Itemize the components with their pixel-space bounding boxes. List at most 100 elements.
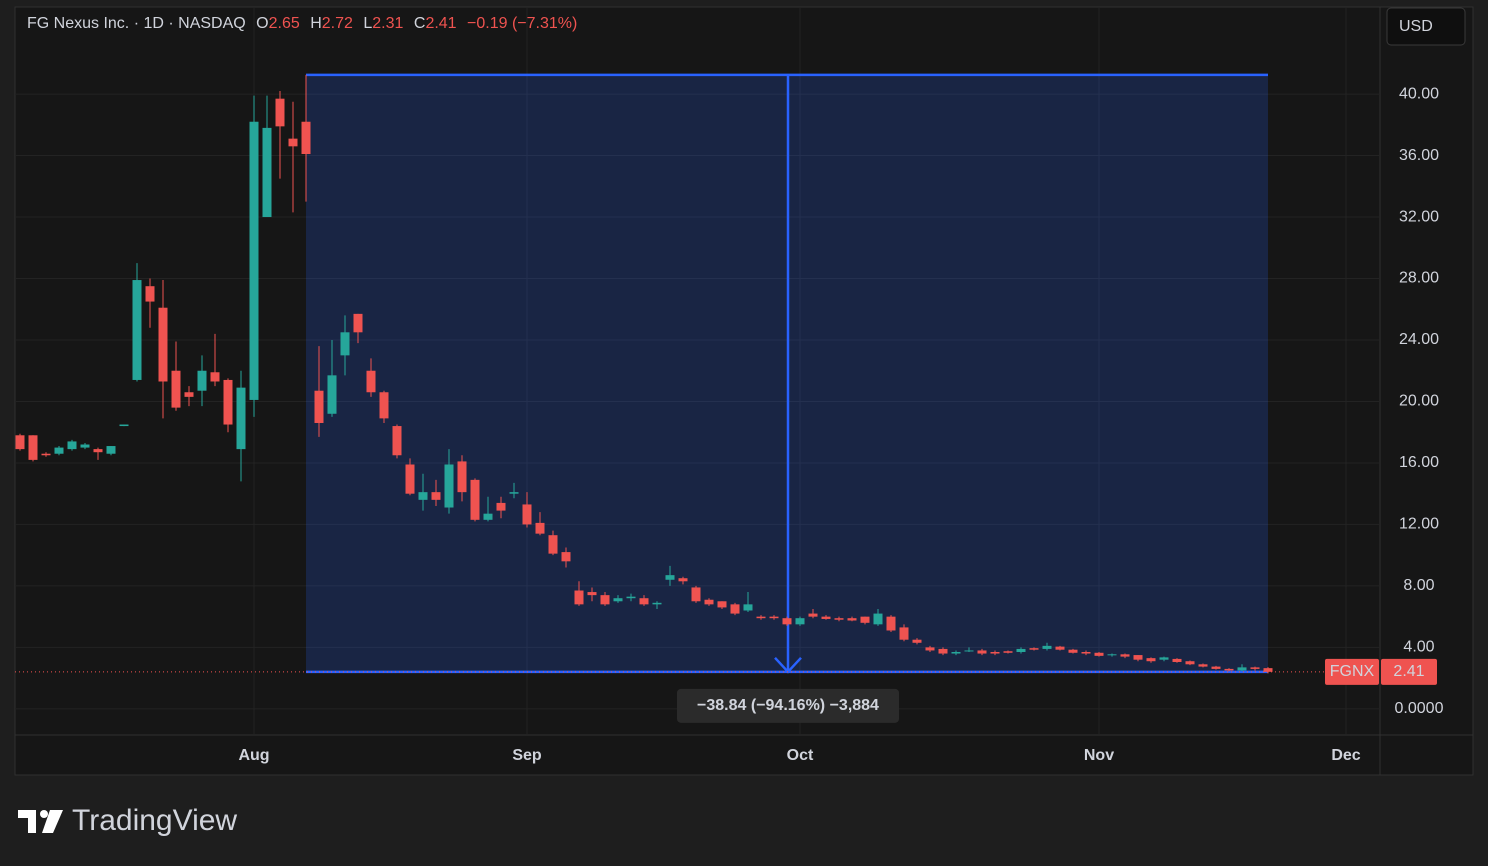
candle-body: [717, 601, 727, 608]
candle-body: [1042, 645, 1052, 649]
candle-body: [379, 392, 389, 419]
logo-shape: [42, 810, 63, 833]
candle-body: [925, 647, 935, 651]
y-tick-label: 12.00: [1399, 516, 1439, 533]
candle-body: [1094, 652, 1104, 656]
candle-body: [1159, 657, 1169, 660]
candle-body: [1198, 664, 1208, 667]
candle-body: [496, 502, 506, 511]
candle-body: [600, 595, 610, 605]
candle-body: [301, 121, 311, 155]
candle-body: [548, 535, 558, 554]
candle-body: [899, 627, 909, 640]
price-tag: [1381, 658, 1437, 685]
candle-body: [756, 616, 766, 619]
candle-body: [418, 492, 428, 500]
symbol-title: FG Nexus Inc. · 1D · NASDAQ: [27, 15, 246, 32]
candle-body: [834, 618, 844, 620]
y-tick-label: 28.00: [1399, 270, 1439, 287]
candle-body: [990, 652, 1000, 654]
currency-button[interactable]: [1386, 7, 1466, 46]
candle-body: [1185, 661, 1195, 665]
candle-body: [158, 307, 168, 382]
candle-body: [54, 447, 64, 454]
candle-body: [613, 598, 623, 602]
candle-body: [262, 127, 272, 218]
candle-body: [912, 639, 922, 643]
candle-body: [340, 332, 350, 356]
candle-body: [106, 446, 116, 454]
logo-shape: [40, 810, 48, 818]
candle-body: [795, 618, 805, 625]
candle-body: [704, 599, 714, 605]
candle-body: [639, 598, 649, 605]
candle-body: [119, 424, 129, 427]
candle-body: [860, 616, 870, 623]
candle-body: [1250, 667, 1260, 669]
price-label: 2.41: [1393, 663, 1424, 680]
candle-body: [509, 492, 519, 494]
candle-body: [184, 392, 194, 397]
candle-body: [171, 370, 181, 408]
header: FG Nexus Inc. · 1D · NASDAQ O2.65 H2.72 …: [27, 15, 577, 32]
candle-body: [1081, 652, 1091, 654]
candle-body: [1224, 668, 1234, 671]
candle-body: [483, 513, 493, 520]
currency[interactable]: USD: [1399, 18, 1433, 35]
candle-body: [1016, 648, 1026, 653]
candle-body: [67, 441, 77, 450]
candle-body: [405, 464, 415, 494]
ohlc-label: C: [414, 15, 426, 32]
ohlc-label: L: [363, 15, 372, 32]
candle-body: [535, 522, 545, 534]
candle-body: [457, 461, 467, 493]
y-tick-label: 4.00: [1403, 639, 1434, 656]
ohlc-label: O: [256, 15, 268, 32]
candle-body: [1029, 648, 1039, 650]
candle-body: [626, 596, 636, 599]
candle-body: [1120, 654, 1130, 657]
candle-body: [652, 602, 662, 605]
candle-body: [392, 426, 402, 456]
candle-body: [1263, 668, 1273, 672]
candle-body: [1055, 646, 1065, 650]
candle-body: [327, 375, 337, 414]
candle-body: [1146, 658, 1156, 662]
candle-body: [1237, 667, 1247, 671]
change: −0.19 (−7.31%): [467, 15, 577, 32]
y-tick-label: 8.00: [1403, 577, 1434, 594]
candle-body: [249, 121, 259, 400]
logo-shape: [18, 810, 36, 833]
candle-body: [93, 449, 103, 453]
candle-body: [938, 648, 948, 654]
candle-body: [288, 138, 298, 147]
ohlc-label: H: [310, 15, 322, 32]
candle-body: [223, 379, 233, 425]
candle-body: [561, 552, 571, 562]
candle-body: [873, 613, 883, 625]
x-tick-label: Oct: [787, 747, 814, 764]
candle-body: [444, 464, 454, 508]
axes: 0.0000 4.00 8.00 12.00 16.00 20.00 24.00 28.00 3…: [238, 85, 1443, 764]
measure-label: −38.84 (−94.16%) −3,884: [697, 697, 879, 714]
candle-body: [470, 479, 480, 520]
candle-body: [1068, 649, 1078, 653]
candle-body: [730, 604, 740, 614]
y-tick-label: 40.00: [1399, 85, 1439, 102]
candle-body: [847, 618, 857, 621]
ohlc-value: 2.72: [322, 15, 353, 32]
candle-body: [951, 652, 961, 654]
candle-body: [197, 370, 207, 391]
measure-box: [677, 688, 899, 723]
candle-body: [886, 616, 896, 631]
x-tick-label: Nov: [1084, 747, 1114, 764]
y-tick-label: 0.0000: [1395, 700, 1444, 717]
candle-body: [1133, 655, 1143, 660]
candle-body: [821, 616, 831, 619]
candle-body: [314, 390, 324, 423]
ohlc-value: 2.31: [372, 15, 403, 32]
symbol-label: FGNX: [1330, 663, 1375, 680]
symbol-tag: [1325, 658, 1379, 685]
y-tick-label: 32.00: [1399, 208, 1439, 225]
